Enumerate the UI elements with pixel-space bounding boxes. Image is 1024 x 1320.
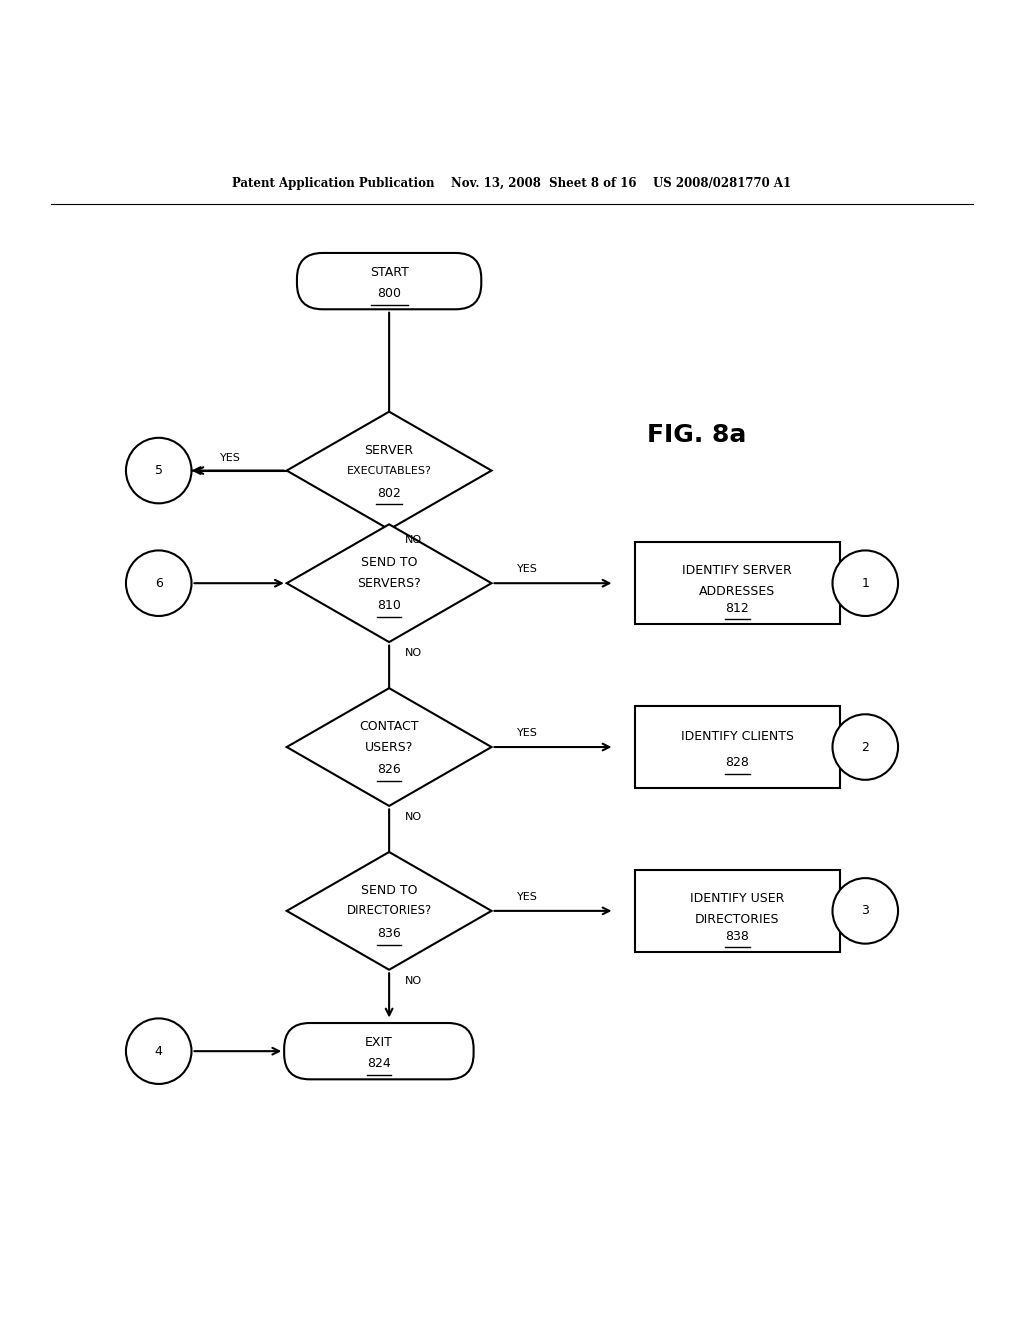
Text: DIRECTORIES: DIRECTORIES	[695, 912, 779, 925]
Text: SEND TO: SEND TO	[360, 556, 418, 569]
Circle shape	[126, 1019, 191, 1084]
Text: NO: NO	[404, 535, 422, 545]
Text: SERVERS?: SERVERS?	[357, 577, 421, 590]
Text: 5: 5	[155, 465, 163, 477]
Circle shape	[833, 550, 898, 616]
Text: FIG. 8a: FIG. 8a	[646, 422, 746, 446]
Text: SERVER: SERVER	[365, 444, 414, 457]
Text: 4: 4	[155, 1044, 163, 1057]
Circle shape	[833, 714, 898, 780]
Text: EXIT: EXIT	[365, 1036, 393, 1049]
Text: YES: YES	[517, 727, 538, 738]
Text: 812: 812	[725, 602, 750, 615]
Polygon shape	[287, 688, 492, 807]
Circle shape	[833, 878, 898, 944]
Text: START: START	[370, 267, 409, 280]
Bar	[635, 543, 840, 624]
Text: IDENTIFY CLIENTS: IDENTIFY CLIENTS	[681, 730, 794, 743]
Text: CONTACT: CONTACT	[359, 721, 419, 733]
Text: 824: 824	[367, 1057, 391, 1071]
Text: SEND TO: SEND TO	[360, 884, 418, 896]
Text: Patent Application Publication    Nov. 13, 2008  Sheet 8 of 16    US 2008/028177: Patent Application Publication Nov. 13, …	[232, 177, 792, 190]
Text: EXECUTABLES?: EXECUTABLES?	[347, 466, 431, 475]
Text: DIRECTORIES?: DIRECTORIES?	[346, 904, 432, 917]
FancyBboxPatch shape	[284, 1023, 473, 1080]
Text: 836: 836	[377, 927, 401, 940]
Text: YES: YES	[517, 564, 538, 574]
Text: 826: 826	[377, 763, 401, 776]
Text: YES: YES	[220, 453, 241, 463]
Text: 802: 802	[377, 487, 401, 499]
Text: YES: YES	[517, 891, 538, 902]
Bar	[635, 706, 840, 788]
Text: ADDRESSES: ADDRESSES	[699, 585, 775, 598]
Text: 800: 800	[377, 286, 401, 300]
Polygon shape	[287, 851, 492, 970]
Text: NO: NO	[404, 812, 422, 821]
Text: 1: 1	[861, 577, 869, 590]
Text: 3: 3	[861, 904, 869, 917]
Text: 838: 838	[725, 931, 750, 942]
Text: 6: 6	[155, 577, 163, 590]
Text: NO: NO	[404, 975, 422, 986]
Text: IDENTIFY SERVER: IDENTIFY SERVER	[682, 565, 793, 577]
Text: IDENTIFY USER: IDENTIFY USER	[690, 892, 784, 906]
Text: NO: NO	[404, 648, 422, 657]
FancyBboxPatch shape	[297, 253, 481, 309]
Text: USERS?: USERS?	[365, 741, 414, 754]
Polygon shape	[287, 524, 492, 642]
Text: 810: 810	[377, 599, 401, 612]
Bar	[635, 870, 840, 952]
Text: 828: 828	[725, 756, 750, 768]
Circle shape	[126, 438, 191, 503]
Text: 2: 2	[861, 741, 869, 754]
Circle shape	[126, 550, 191, 616]
Polygon shape	[287, 412, 492, 529]
